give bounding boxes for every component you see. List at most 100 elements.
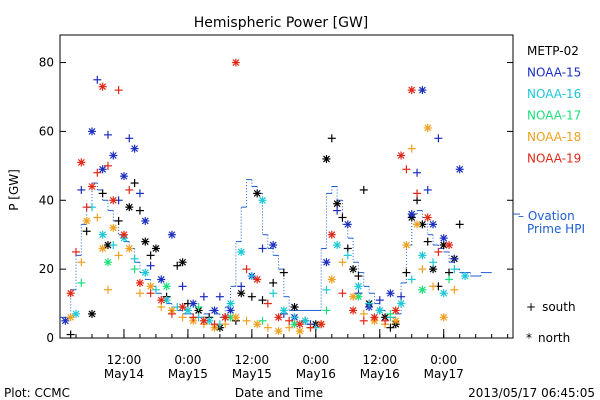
legend-entry: NOAA-19 (527, 152, 581, 166)
data-point (402, 165, 411, 174)
data-point (423, 213, 432, 222)
data-point (418, 285, 427, 294)
data-point (295, 327, 304, 336)
data-point (407, 86, 416, 95)
data-point (82, 216, 91, 225)
data-point (199, 316, 208, 325)
data-point (343, 244, 352, 253)
data-point (253, 275, 262, 284)
data-point (77, 158, 86, 167)
data-point (274, 327, 283, 336)
x-tick-date: May15 (232, 367, 272, 381)
data-point (258, 316, 267, 325)
data-point (279, 268, 288, 277)
data-point (429, 258, 438, 267)
data-point (327, 275, 336, 284)
data-point (333, 206, 342, 215)
north-symbol: * (526, 331, 532, 345)
data-point (391, 306, 400, 315)
data-point (322, 154, 331, 163)
data-point (327, 134, 336, 143)
data-point (194, 303, 203, 312)
data-point (146, 251, 155, 260)
data-point (178, 282, 187, 291)
south-label: south (542, 300, 576, 314)
data-point (242, 265, 251, 274)
x-tick-date: May16 (360, 367, 400, 381)
data-point (402, 268, 411, 277)
y-tick-label: 40 (39, 193, 54, 207)
data-point (98, 189, 107, 198)
data-point (263, 323, 272, 332)
data-point (354, 292, 363, 301)
data-point (98, 82, 107, 91)
data-point (413, 168, 422, 177)
data-point (167, 230, 176, 239)
x-tick-labels: 12:00May140:00May1512:00May150:00May1612… (104, 329, 464, 381)
data-point (109, 241, 118, 250)
data-point (322, 306, 331, 315)
ovation-legend-line2: Prime HPI (527, 222, 585, 236)
data-point (386, 323, 395, 332)
data-point (279, 306, 288, 315)
data-point (231, 58, 240, 67)
data-point (455, 165, 464, 174)
data-point (130, 179, 139, 188)
south-symbol: + (526, 300, 536, 314)
plot-frame (59, 34, 514, 339)
x-tick-time: 0:00 (302, 353, 329, 367)
data-point (258, 196, 267, 205)
data-point (397, 299, 406, 308)
data-point (349, 265, 358, 274)
data-point (114, 251, 123, 260)
data-point (125, 203, 134, 212)
data-point (178, 258, 187, 267)
data-point (338, 258, 347, 267)
data-point (82, 227, 91, 236)
data-point (333, 199, 342, 208)
data-point (322, 285, 331, 294)
legend: METP-02 NOAA-15 NOAA-16 NOAA-17 NOAA-18 NOAA-… (513, 44, 581, 215)
data-point (429, 265, 438, 274)
legend-entry: NOAA-16 (527, 87, 581, 101)
data-point (301, 316, 310, 325)
data-point (402, 241, 411, 250)
data-point (359, 316, 368, 325)
data-point (285, 316, 294, 325)
data-point (354, 272, 363, 281)
data-point (349, 292, 358, 301)
north-label: north (538, 331, 570, 345)
data-point (349, 306, 358, 315)
data-point (119, 230, 128, 239)
data-point (418, 251, 427, 260)
data-point (413, 189, 422, 198)
data-point (375, 296, 384, 305)
data-point (125, 185, 134, 194)
x-tick-time: 12:00 (362, 353, 397, 367)
data-point (450, 265, 459, 274)
data-point (237, 247, 246, 256)
data-point (141, 216, 150, 225)
data-point (221, 313, 230, 322)
data-point (226, 299, 235, 308)
data-point (285, 323, 294, 332)
data-point (434, 247, 443, 256)
x-tick-date: May15 (168, 367, 208, 381)
data-point (306, 323, 315, 332)
data-point (258, 244, 267, 253)
data-point (77, 258, 86, 267)
data-point (397, 292, 406, 301)
data-point (423, 185, 432, 194)
data-point (338, 289, 347, 298)
data-point (386, 309, 395, 318)
data-point (71, 247, 80, 256)
footer-plot-credit: Plot: CCMC (4, 386, 70, 400)
data-point (231, 313, 240, 322)
data-point (125, 244, 134, 253)
x-tick-time: 0:00 (174, 353, 201, 367)
data-point (146, 261, 155, 270)
data-point (135, 278, 144, 287)
data-point (130, 265, 139, 274)
y-tick-label: 80 (39, 56, 54, 70)
data-point (82, 203, 91, 212)
